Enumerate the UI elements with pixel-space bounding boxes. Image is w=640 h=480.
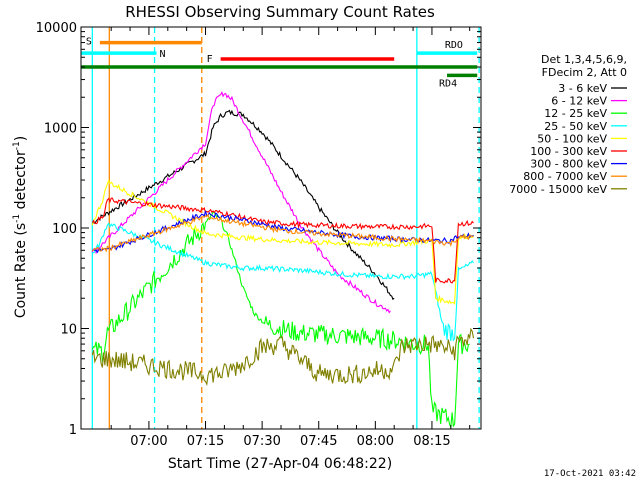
- legend-label-2: 12 - 25 keV: [544, 107, 607, 120]
- x-axis-label: Start Time (27-Apr-04 06:48:22): [168, 456, 392, 472]
- y-axis-label-part: detector: [13, 150, 29, 214]
- legend-label-1: 6 - 12 keV: [551, 95, 607, 108]
- y-axis-label-part: ): [13, 136, 29, 141]
- x-tick-label-1: 07:15: [187, 434, 224, 449]
- legend-label-8: 7000 - 15000 keV: [509, 183, 607, 196]
- series-line-3: [91, 222, 474, 342]
- series-line-5: [91, 197, 474, 284]
- flag-bar-label-3: RDO: [445, 40, 463, 51]
- footer-timestamp: 17-Oct-2021 03:42: [544, 469, 636, 479]
- x-tick-label-0: 07:00: [130, 434, 167, 449]
- plot-clip-group: S N F RDO RD4: [81, 27, 480, 429]
- x-tick-label-4: 08:00: [357, 434, 394, 449]
- legend-label-5: 100 - 300 keV: [530, 145, 607, 158]
- series-line-4: [91, 178, 474, 306]
- series-line-0: [91, 109, 395, 301]
- axes: 07:00 07:15 07:30 07:45 08:00 08:15 1 10 100 1000…: [36, 21, 482, 449]
- x-tick-label-2: 07:30: [243, 434, 280, 449]
- legend-header-0: Det 1,3,4,5,6,9,: [541, 53, 627, 66]
- y-axis-label-sup: -1: [12, 141, 22, 150]
- legend-label-7: 800 - 7000 keV: [523, 170, 607, 183]
- y-tick-label-1: 10: [60, 323, 77, 338]
- series-line-2: [91, 211, 470, 428]
- plot-area: S N F RDO RD4: [81, 27, 480, 429]
- legend-label-4: 50 - 100 keV: [537, 132, 607, 145]
- y-axis-label-sup: -1: [12, 214, 22, 223]
- y-tick-label-2: 100: [52, 222, 77, 237]
- legend: Det 1,3,4,5,6,9,FDecim 2, Att 0 3 - 6 keV…: [509, 53, 627, 196]
- x-tick-label-5: 08:15: [413, 434, 450, 449]
- y-axis-label-part: Count Rate (s: [13, 223, 29, 318]
- y-tick-label-0: 1: [69, 423, 77, 438]
- flag-bar-label-0: S: [86, 37, 92, 48]
- y-tick-label-4: 10000: [36, 21, 77, 36]
- y-axis-label: Count Rate (s-1 detector-1): [12, 136, 29, 318]
- series-line-8: [91, 327, 475, 387]
- flag-bar-label-5: RD4: [439, 78, 457, 89]
- legend-header-1: FDecim 2, Att 0: [542, 66, 627, 79]
- flag-bar-label-1: N: [159, 49, 165, 60]
- flag-bar-label-2: F: [207, 54, 213, 65]
- y-tick-label-3: 1000: [44, 122, 77, 137]
- series-line-7: [92, 213, 474, 253]
- chart-title: RHESSI Observing Summary Count Rates: [125, 3, 435, 21]
- legend-label-3: 25 - 50 keV: [544, 120, 607, 133]
- legend-label-0: 3 - 6 keV: [558, 82, 607, 95]
- x-tick-label-3: 07:45: [300, 434, 337, 449]
- legend-label-6: 300 - 800 keV: [530, 158, 607, 171]
